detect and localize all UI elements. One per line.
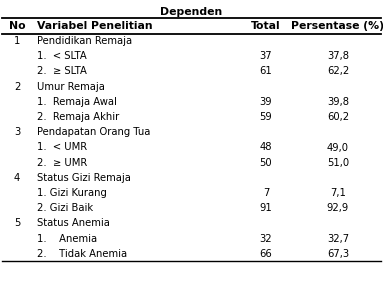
Text: Pendapatan Orang Tua: Pendapatan Orang Tua [37, 127, 151, 137]
Text: 48: 48 [260, 142, 272, 152]
Text: 51,0: 51,0 [327, 158, 349, 168]
Text: 1.    Anemia: 1. Anemia [37, 234, 97, 244]
Text: 37,8: 37,8 [327, 51, 349, 61]
Text: 39,8: 39,8 [327, 97, 349, 107]
Text: Umur Remaja: Umur Remaja [37, 82, 105, 92]
Text: 37: 37 [260, 51, 272, 61]
Text: Dependen: Dependen [160, 7, 223, 17]
Text: Status Anemia: Status Anemia [37, 219, 110, 229]
Text: 32,7: 32,7 [327, 234, 349, 244]
Text: 1: 1 [14, 36, 20, 46]
Text: 2.  ≥ UMR: 2. ≥ UMR [37, 158, 87, 168]
Text: 2.  ≥ SLTA: 2. ≥ SLTA [37, 66, 87, 76]
Text: 67,3: 67,3 [327, 249, 349, 259]
Text: 7: 7 [263, 188, 269, 198]
Text: 49,0: 49,0 [327, 142, 349, 152]
Text: No: No [9, 21, 25, 31]
Text: 2. Gizi Baik: 2. Gizi Baik [37, 203, 93, 213]
Text: 39: 39 [260, 97, 272, 107]
Text: 5: 5 [14, 219, 20, 229]
Text: 91: 91 [260, 203, 272, 213]
Text: 50: 50 [260, 158, 272, 168]
Text: 92,9: 92,9 [327, 203, 349, 213]
Text: Pendidikan Remaja: Pendidikan Remaja [37, 36, 132, 46]
Text: 60,2: 60,2 [327, 112, 349, 122]
Text: 32: 32 [260, 234, 272, 244]
Text: 4: 4 [14, 173, 20, 183]
Text: 1.  < UMR: 1. < UMR [37, 142, 87, 152]
Text: Total: Total [251, 21, 281, 31]
Text: 61: 61 [260, 66, 272, 76]
Text: 59: 59 [260, 112, 272, 122]
Text: 1.  < SLTA: 1. < SLTA [37, 51, 87, 61]
Text: 66: 66 [260, 249, 272, 259]
Text: Status Gizi Remaja: Status Gizi Remaja [37, 173, 131, 183]
Text: 3: 3 [14, 127, 20, 137]
Text: 1.  Remaja Awal: 1. Remaja Awal [37, 97, 117, 107]
Text: Persentase (%): Persentase (%) [291, 21, 383, 31]
Text: 2.    Tidak Anemia: 2. Tidak Anemia [37, 249, 127, 259]
Text: Variabel Penelitian: Variabel Penelitian [37, 21, 152, 31]
Text: 1. Gizi Kurang: 1. Gizi Kurang [37, 188, 107, 198]
Text: 2.  Remaja Akhir: 2. Remaja Akhir [37, 112, 119, 122]
Text: 62,2: 62,2 [327, 66, 349, 76]
Text: 2: 2 [14, 82, 20, 92]
Text: 7,1: 7,1 [330, 188, 346, 198]
